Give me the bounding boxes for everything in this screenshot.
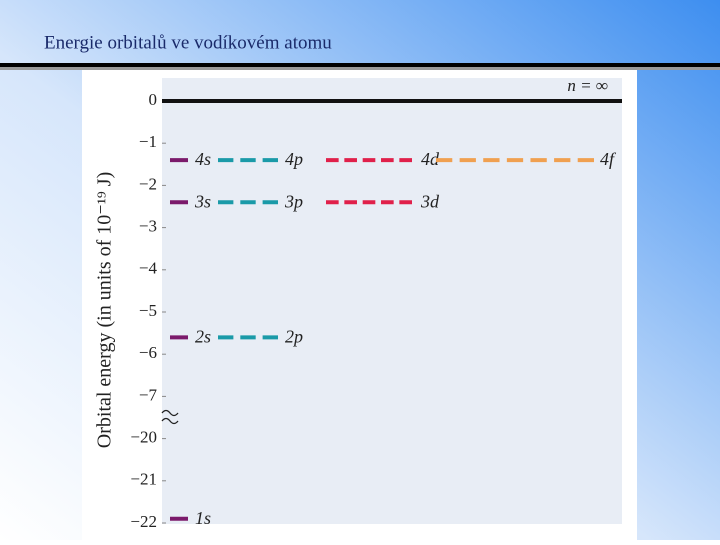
y-tick-label: −21 <box>130 470 157 489</box>
y-tick-label: −20 <box>130 428 157 447</box>
level-label: 1s <box>195 508 211 528</box>
y-tick-label: −22 <box>130 512 157 531</box>
y-tick-label: −1 <box>139 132 157 151</box>
level-label: 3s <box>194 191 211 211</box>
level-label: 4p <box>285 149 303 169</box>
y-tick-label: −3 <box>139 217 157 236</box>
title-rule <box>0 63 720 67</box>
level-label: 3p <box>284 191 303 211</box>
slide-title: Energie orbitalů ve vodíkovém atomu <box>44 32 332 53</box>
y-tick-label: −4 <box>139 259 158 278</box>
level-label: 2s <box>195 326 211 346</box>
level-label: 4s <box>195 149 211 169</box>
axis-break <box>161 409 179 425</box>
y-axis-label: Orbital energy (in units of 10⁻¹⁹ J) <box>94 172 116 448</box>
limit-label: n = ∞ <box>567 76 608 95</box>
level-label: 2p <box>285 326 303 346</box>
level-label: 4f <box>600 149 617 169</box>
y-tick-label: −5 <box>139 301 157 320</box>
plot-area <box>162 78 622 524</box>
y-tick-label: −2 <box>139 174 157 193</box>
level-label: 4d <box>421 149 440 169</box>
title-rule-shadow <box>0 66 720 70</box>
y-tick-label: −6 <box>139 343 157 362</box>
y-tick-label: −7 <box>139 385 158 404</box>
level-label: 3d <box>420 191 440 211</box>
y-tick-label: 0 <box>149 90 158 109</box>
